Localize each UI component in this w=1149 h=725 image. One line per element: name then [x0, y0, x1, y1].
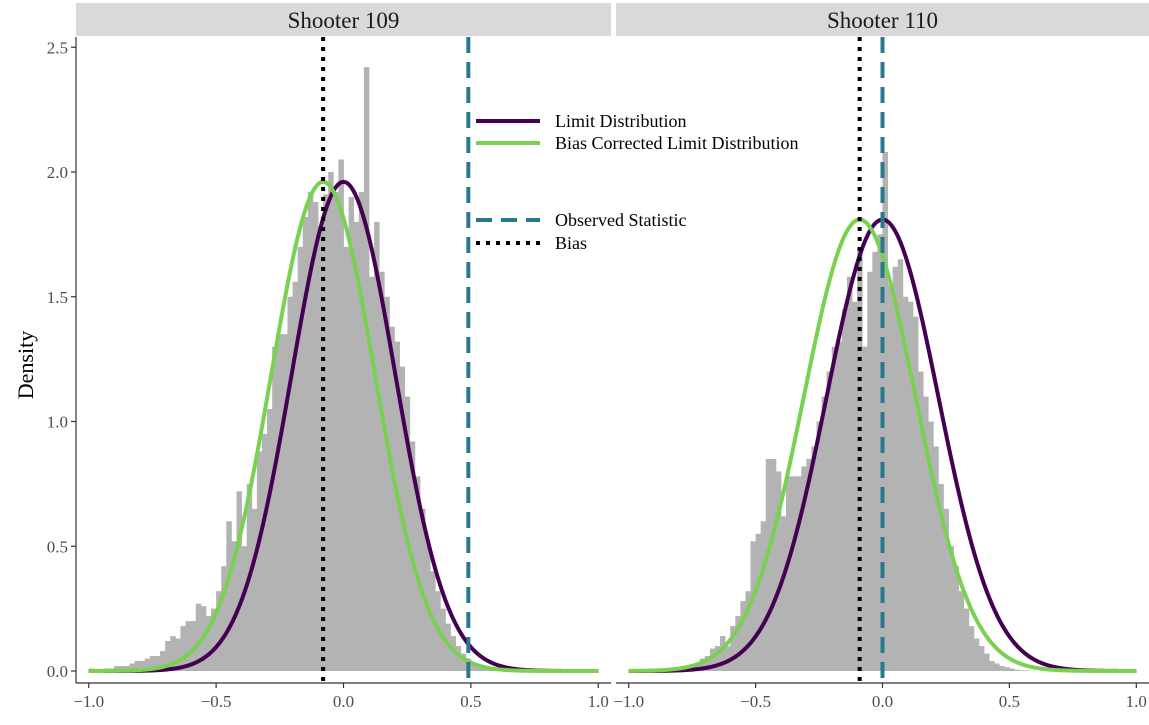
histogram-bar	[771, 459, 776, 671]
y-tick-label: 0.0	[47, 662, 68, 681]
legend-item: Limit Distribution	[476, 111, 687, 131]
x-tick-label: 0.0	[872, 692, 893, 711]
histogram-bar	[974, 639, 979, 671]
histogram-bar	[888, 284, 893, 671]
histogram-bar	[1014, 670, 1019, 671]
histogram-bar	[862, 347, 867, 671]
histogram-bar	[984, 654, 989, 671]
histogram-bar	[282, 334, 287, 671]
x-tick-label: −0.5	[201, 692, 232, 711]
histogram-bar	[761, 521, 766, 671]
histogram-bar	[959, 591, 964, 671]
histogram-bar	[359, 192, 364, 671]
histogram-bar	[349, 197, 354, 671]
legend-label: Bias Corrected Limit Distribution	[555, 133, 798, 153]
x-tick-label: 0.5	[460, 692, 481, 711]
histogram-bar	[847, 277, 852, 671]
histogram-bar	[827, 372, 832, 671]
histogram-bar	[913, 317, 918, 671]
facet-title: Shooter 110	[827, 8, 938, 33]
histogram-bar	[252, 509, 257, 671]
histogram-bar	[344, 247, 349, 671]
histogram-bar	[893, 267, 898, 671]
histogram-bar	[242, 546, 247, 671]
histogram-bar	[832, 347, 837, 671]
legend-label: Bias	[555, 233, 587, 253]
y-axis-title: Density	[13, 331, 38, 399]
histogram-bar	[328, 172, 333, 671]
histogram-bar	[313, 202, 318, 671]
histogram-bar	[791, 476, 796, 671]
histogram-bar	[786, 476, 791, 671]
y-tick-label: 2.0	[47, 163, 68, 182]
histogram-bar	[338, 160, 343, 671]
histogram-bar	[1009, 669, 1014, 671]
histogram-bar	[872, 252, 877, 671]
x-tick-label: 1.0	[588, 692, 609, 711]
x-tick-label: −1.0	[73, 692, 104, 711]
histogram-bar	[1020, 670, 1025, 671]
histogram-bar	[842, 309, 847, 671]
legend-item: Bias	[476, 233, 587, 253]
x-tick-label: 0.5	[999, 692, 1020, 711]
y-tick-label: 1.5	[47, 288, 68, 307]
x-tick-label: −1.0	[613, 692, 644, 711]
histogram-bar	[237, 491, 242, 671]
histogram-bar	[384, 297, 389, 671]
histogram-bar	[964, 609, 969, 671]
legend-label: Observed Statistic	[555, 210, 686, 230]
histogram-bar	[867, 272, 872, 671]
histogram-bar	[257, 451, 262, 671]
histogram-bar	[267, 409, 272, 671]
histogram-bar	[277, 334, 282, 671]
y-tick-label: 1.0	[47, 413, 68, 432]
histogram-bar	[287, 297, 292, 671]
histogram-bar	[226, 521, 231, 671]
histogram-bar	[979, 646, 984, 671]
histogram	[674, 152, 1035, 671]
facet-title: Shooter 109	[288, 8, 400, 33]
x-tick-label: 0.0	[333, 692, 354, 711]
histogram-bar	[994, 664, 999, 671]
histogram-bar	[969, 626, 974, 671]
y-tick-label: 0.5	[47, 537, 68, 556]
histogram-bar	[954, 566, 959, 671]
histogram-bar	[822, 397, 827, 671]
histogram-bar	[272, 347, 277, 671]
histogram-bar	[262, 434, 267, 671]
histogram-bar	[989, 661, 994, 671]
histogram-bar	[781, 516, 786, 671]
histogram-bar	[379, 272, 384, 671]
panel-shooter-110: Shooter 110 −1.0 −0.5 0.0 0.5 1.0	[613, 3, 1149, 711]
histogram-bar	[333, 192, 338, 671]
histogram-bar	[817, 422, 822, 672]
x-tick-label: 1.0	[1126, 692, 1147, 711]
legend-item: Observed Statistic	[476, 210, 686, 230]
histogram-bar	[766, 459, 771, 671]
panel-shooter-109: Shooter 109 0.0 0.5 1.0 1.5 2.0 2.5 −1.0 −0.5 0.0…	[47, 3, 611, 711]
histogram-bar	[837, 342, 842, 671]
histogram-bar	[999, 666, 1004, 671]
histogram-bar	[811, 446, 816, 671]
histogram-bar	[796, 476, 801, 671]
x-tick-label: −0.5	[740, 692, 771, 711]
histogram-bar	[180, 626, 185, 671]
histogram-bar	[756, 534, 761, 671]
y-tick-label: 2.5	[47, 38, 68, 57]
histogram	[89, 67, 517, 671]
histogram-bar	[1004, 667, 1009, 671]
legend-label: Limit Distribution	[555, 111, 687, 131]
histogram-bar	[364, 67, 369, 671]
histogram-bar	[852, 302, 857, 671]
legend-item: Bias Corrected Limit Distribution	[476, 133, 798, 153]
